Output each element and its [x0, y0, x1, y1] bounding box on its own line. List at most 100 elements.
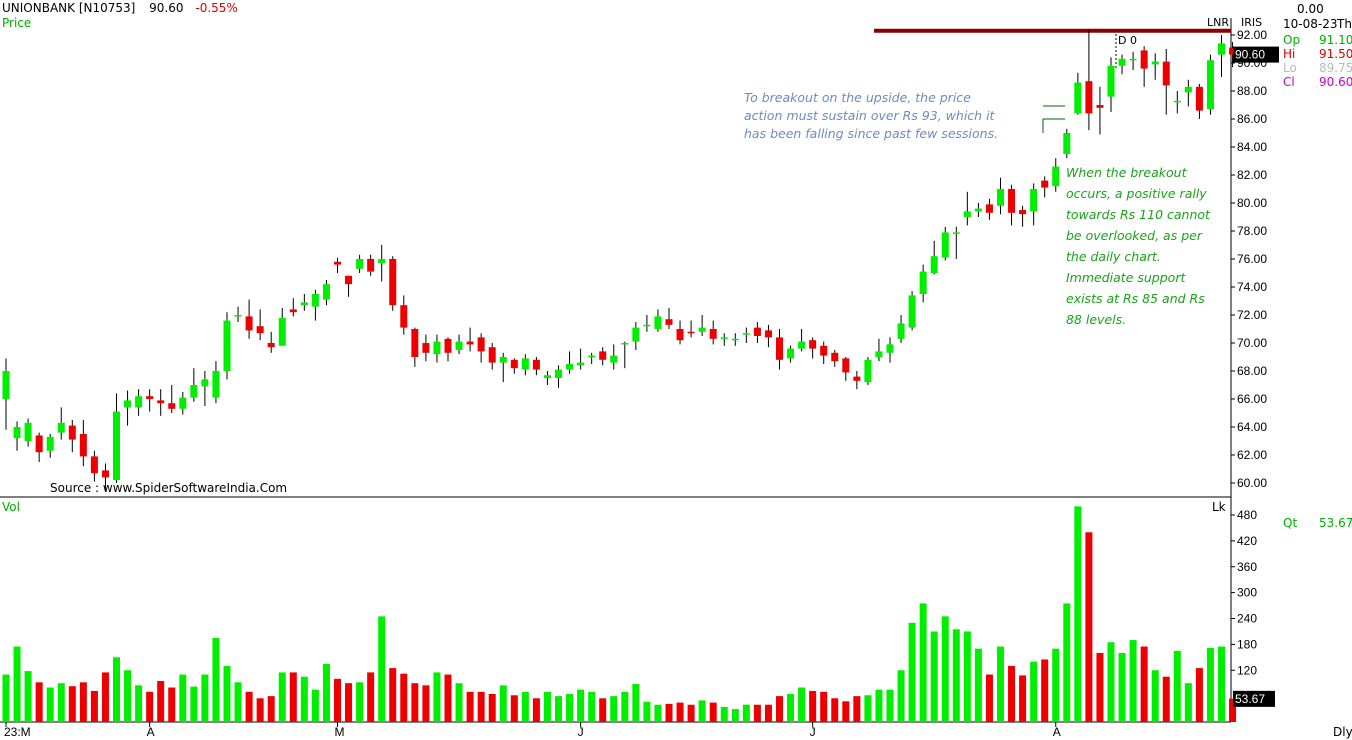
candle-body: [444, 338, 452, 353]
volume-bar: [1008, 665, 1016, 722]
breakout-note-line: 88 levels.: [1066, 312, 1127, 327]
volume-tick-label: 180: [1237, 637, 1257, 651]
volume-bar: [1195, 668, 1203, 722]
volume-bar: [411, 683, 419, 722]
volume-bar: [610, 696, 618, 722]
candle-body: [477, 337, 485, 352]
volume-bar: [201, 674, 209, 722]
support-step: [1042, 118, 1065, 133]
volume-bar: [1052, 648, 1060, 722]
volume-bar: [1129, 640, 1137, 722]
volume-tick-label: 300: [1237, 586, 1257, 600]
volume-bar: [1085, 532, 1093, 722]
candle-body: [245, 316, 253, 331]
volume-bar: [101, 672, 109, 722]
price-tick-label: 92.00: [1237, 28, 1267, 42]
lnr-label: LNR: [1207, 16, 1229, 29]
symbol-label: UNIONBANK [N10753]: [2, 1, 136, 15]
volume-bar: [1118, 653, 1126, 722]
candle-body: [963, 211, 971, 217]
candle-body: [577, 362, 585, 366]
current-price-tag: [1233, 46, 1279, 63]
volume-bars: [2, 506, 1237, 722]
candle-body: [643, 324, 651, 327]
candle-body: [809, 340, 817, 349]
candle-body: [588, 355, 596, 358]
volume-bar: [919, 603, 927, 722]
volume-bar: [543, 691, 551, 722]
upside-note-line: has been falling since past few sessions…: [744, 126, 999, 141]
candle-body: [13, 427, 21, 439]
last-price: 90.60: [149, 1, 184, 15]
candle-body: [79, 434, 87, 457]
volume-bar: [764, 704, 772, 722]
low-value: 89.75: [1319, 61, 1352, 75]
volume-bar: [356, 682, 364, 722]
volume-bar: [1074, 506, 1082, 722]
candle-body: [764, 330, 772, 338]
volume-bar: [510, 695, 518, 722]
candle-body: [1162, 61, 1170, 86]
volume-bar: [455, 683, 463, 722]
volume-bar: [146, 691, 154, 722]
chart-header: UNIONBANK [N10753] 90.60 -0.55%: [2, 1, 238, 15]
candle-body: [720, 337, 728, 339]
candle-body: [853, 376, 861, 381]
price-tick-label: 84.00: [1237, 140, 1267, 154]
candle-body: [68, 425, 76, 440]
time-tick-label: J: [578, 725, 584, 739]
volume-bar: [278, 672, 286, 722]
candle-body: [113, 411, 120, 481]
breakout-note-line: exists at Rs 85 and Rs: [1066, 291, 1205, 306]
candle-body: [135, 396, 143, 408]
volume-bar: [367, 672, 375, 722]
candle-body: [753, 327, 761, 336]
change-percent: -0.55%: [195, 1, 238, 15]
price-tick-label: 66.00: [1237, 392, 1267, 406]
breakout-note-line: be overlooked, as per: [1066, 228, 1202, 243]
top-right-value: 0.00: [1297, 2, 1324, 16]
candle-body: [2, 371, 10, 399]
candle-body: [1229, 47, 1237, 55]
volume-bar: [974, 648, 982, 722]
volume-bar: [1229, 698, 1237, 722]
candle-body: [864, 359, 872, 383]
candle-body: [345, 275, 353, 285]
candle-body: [930, 256, 938, 273]
candle-body: [466, 341, 474, 345]
candle-body: [687, 331, 695, 334]
candle-body: [1151, 61, 1159, 65]
price-candles: [2, 29, 1237, 492]
volume-bar: [378, 616, 386, 722]
volume-tick-label: 360: [1237, 560, 1257, 574]
candle-body: [488, 347, 496, 363]
volume-bar: [245, 691, 253, 722]
volume-bar: [1107, 642, 1115, 722]
open-label: Op: [1283, 33, 1301, 47]
candle-body: [168, 403, 176, 409]
volume-bar: [488, 693, 496, 722]
volume-bar: [300, 676, 308, 722]
panel-frame: [0, 18, 1232, 723]
volume-bar: [113, 657, 120, 722]
breakout-note: When the breakout occurs, a positive ral…: [1066, 162, 1210, 330]
candle-body: [367, 259, 375, 272]
price-tick-label: 60.00: [1237, 476, 1267, 490]
candle-body: [521, 358, 529, 370]
volume-bar: [322, 663, 330, 722]
volume-bar: [599, 698, 607, 722]
axes: 92.0090.0088.0086.0084.0082.0080.0078.00…: [4, 28, 1279, 739]
volume-bar: [632, 684, 640, 722]
time-tick-label: J: [810, 725, 816, 739]
volume-bar: [444, 674, 452, 722]
volume-bar: [532, 698, 540, 722]
candle-body: [820, 345, 828, 356]
candle-body: [1085, 81, 1093, 114]
current-price-tag-label: 90.60: [1235, 48, 1265, 62]
candle-body: [1008, 189, 1016, 213]
volume-bar: [809, 690, 817, 722]
candle-body: [311, 294, 319, 307]
price-tick-label: 78.00: [1237, 224, 1267, 238]
breakout-note-line: When the breakout: [1066, 165, 1187, 180]
breakout-note-line: Immediate support: [1066, 270, 1186, 285]
